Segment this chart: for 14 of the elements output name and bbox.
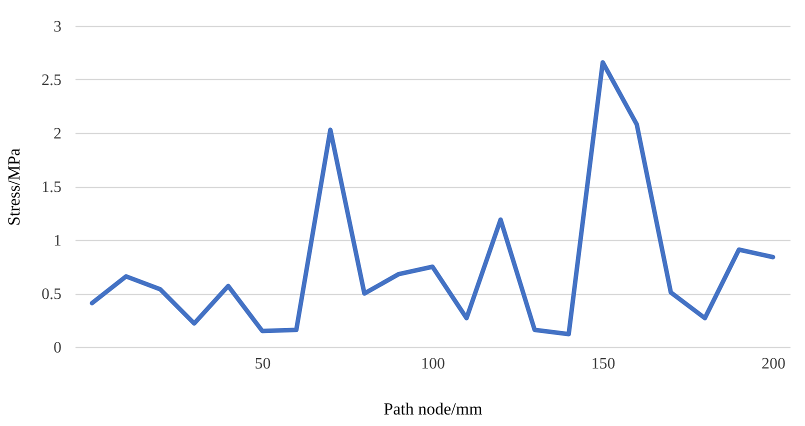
y-tick-label: 0 (54, 340, 62, 356)
y-tick-label: 2.5 (42, 72, 62, 89)
x-tick-label: 200 (761, 356, 786, 372)
x-tick-label: 50 (254, 356, 271, 372)
y-tick-label: 0.5 (42, 286, 62, 303)
y-tick-label: 1.5 (42, 179, 62, 196)
x-tick-label: 100 (421, 356, 445, 372)
x-axis-title: Path node/mm (384, 400, 482, 418)
y-tick-label: 2 (54, 126, 62, 142)
y-axis-title: Stress/MPa (4, 148, 24, 226)
y-tick-label: 3 (54, 18, 62, 36)
line-series (90, 60, 776, 336)
y-tick-label: 1 (54, 232, 62, 250)
x-tick-label: 150 (591, 356, 616, 372)
